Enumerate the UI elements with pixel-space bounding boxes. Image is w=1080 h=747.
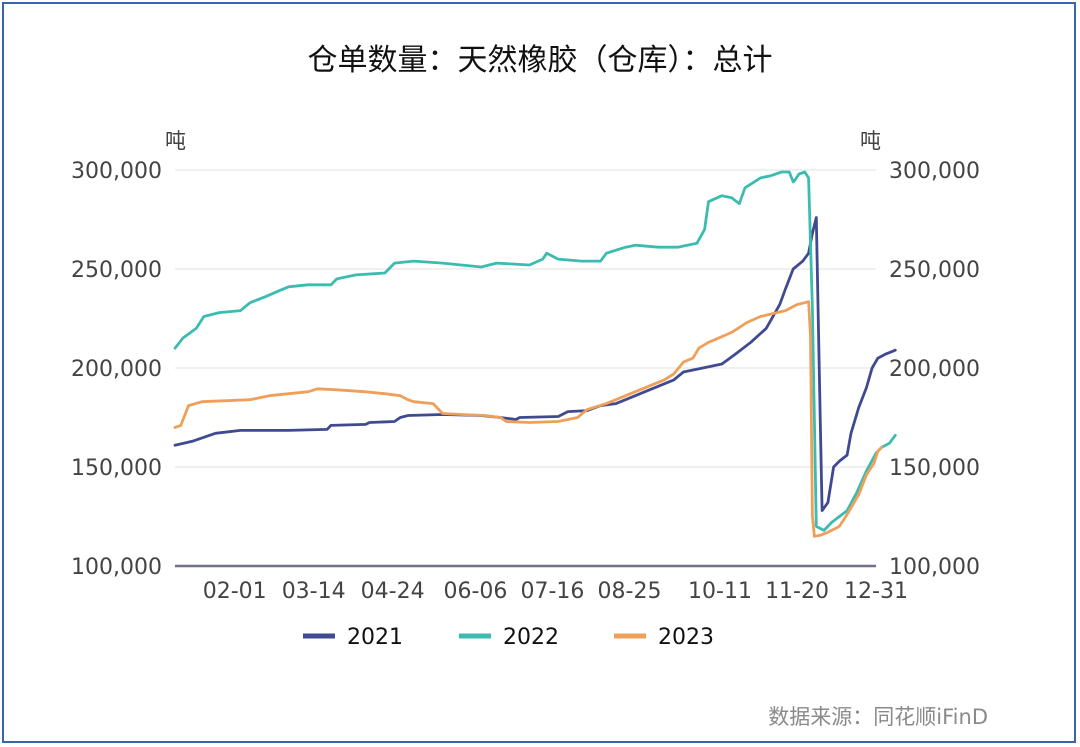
series-lines — [173, 170, 897, 538]
x-tick-label: 10-11 — [688, 579, 752, 604]
y-tick-label-right: 150,000 — [889, 456, 980, 481]
y-tick-label-left: 200,000 — [71, 357, 162, 382]
y-tick-label-left: 100,000 — [71, 555, 162, 580]
x-axis: 02-01 03-14 04-24 06-06 07-16 08-25 10-11 11-20… — [203, 579, 908, 604]
left-y-axis: 100,000 150,000 200,000 250,000 300,000 — [71, 159, 162, 580]
legend-label-2022: 2022 — [503, 625, 559, 650]
y-tick-label-right: 300,000 — [889, 159, 980, 184]
left-y-unit: 吨 — [165, 129, 186, 153]
y-tick-label-left: 250,000 — [71, 258, 162, 283]
x-tick-label: 12-31 — [844, 579, 908, 604]
y-tick-label-right: 100,000 — [889, 555, 980, 580]
series-line-2021 — [173, 216, 897, 512]
x-tick-label: 02-01 — [203, 579, 267, 604]
right-y-unit: 吨 — [860, 129, 881, 153]
y-tick-label-right: 250,000 — [889, 258, 980, 283]
x-tick-label: 03-14 — [282, 579, 346, 604]
series-line-2022 — [173, 170, 897, 532]
y-tick-label-left: 300,000 — [71, 159, 162, 184]
series-line-2023 — [173, 300, 884, 538]
gridlines — [175, 169, 876, 568]
x-tick-label: 07-16 — [520, 579, 584, 604]
legend-label-2021: 2021 — [347, 625, 403, 650]
x-tick-label: 11-20 — [765, 579, 829, 604]
legend: 2021 2022 2023 — [303, 625, 714, 650]
right-y-axis: 100,000 150,000 200,000 250,000 300,000 — [889, 159, 980, 580]
y-tick-label-right: 200,000 — [889, 357, 980, 382]
legend-label-2023: 2023 — [658, 625, 714, 650]
x-tick-label: 08-25 — [598, 579, 662, 604]
source-note: 数据来源：同花顺iFinD — [768, 705, 988, 729]
chart-title: 仓单数量：天然橡胶（仓库）：总计 — [308, 43, 773, 78]
x-tick-label: 04-24 — [361, 579, 425, 604]
x-tick-label: 06-06 — [443, 579, 507, 604]
y-tick-label-left: 150,000 — [71, 456, 162, 481]
